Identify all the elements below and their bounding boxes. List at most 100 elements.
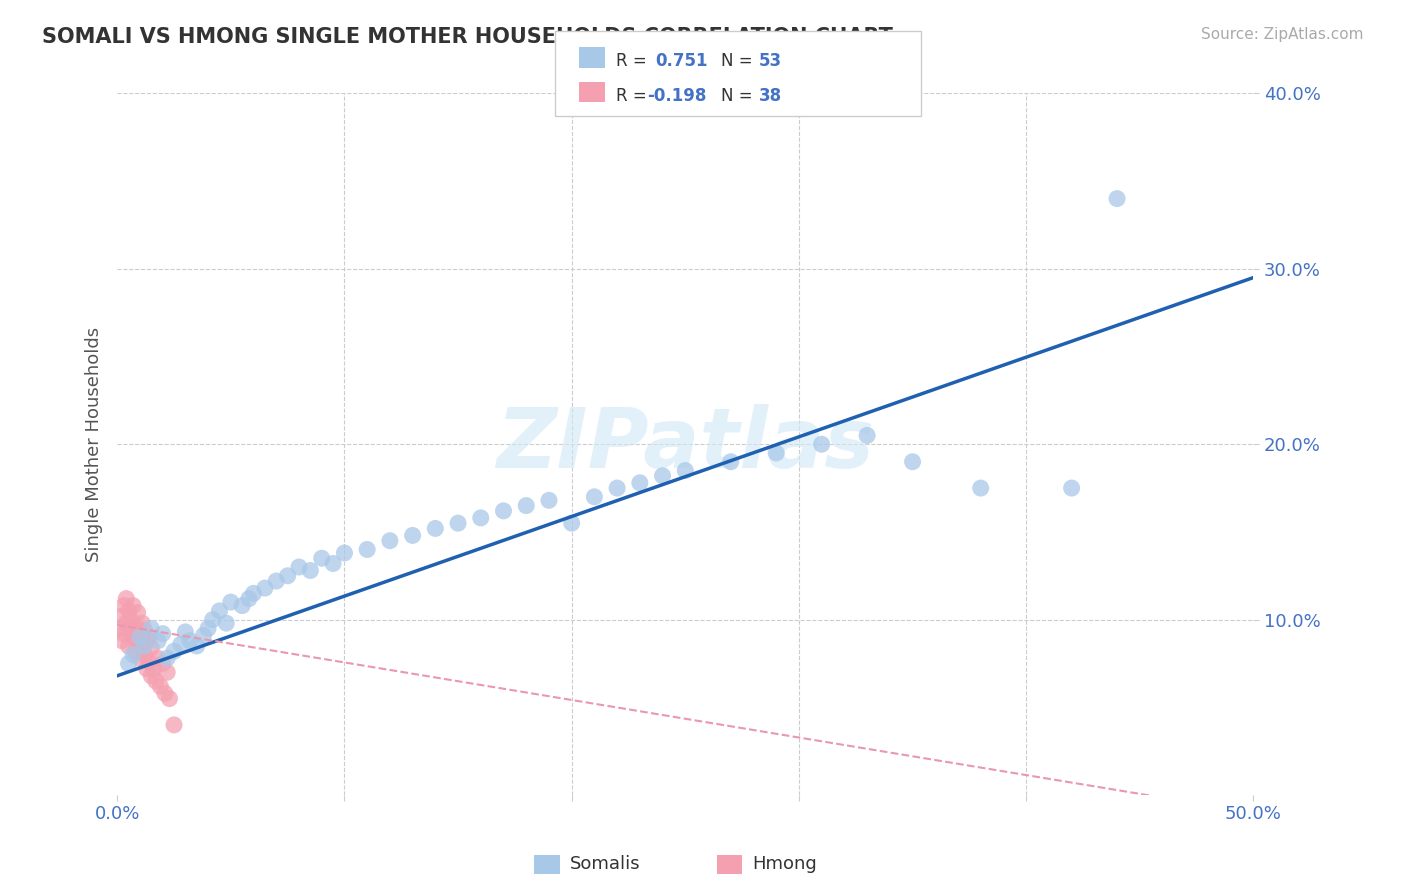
Text: Hmong: Hmong <box>752 855 817 873</box>
Point <box>127 633 149 648</box>
Point <box>970 481 993 495</box>
Point <box>111 609 134 624</box>
Point <box>141 621 163 635</box>
Point <box>299 564 322 578</box>
Point <box>134 639 156 653</box>
Point <box>138 655 160 669</box>
Text: 0.751: 0.751 <box>655 53 707 70</box>
Point <box>537 493 560 508</box>
Point <box>288 560 311 574</box>
Point <box>1060 481 1083 495</box>
Point <box>149 679 172 693</box>
Point <box>193 628 215 642</box>
Point <box>425 521 447 535</box>
Point <box>145 673 167 688</box>
Text: R =: R = <box>616 53 652 70</box>
Point <box>156 665 179 680</box>
Point <box>765 446 787 460</box>
Point <box>231 599 253 613</box>
Point <box>134 648 156 662</box>
Point <box>311 551 333 566</box>
Point <box>135 633 157 648</box>
Point <box>115 591 138 606</box>
Point <box>401 528 423 542</box>
Text: 53: 53 <box>759 53 782 70</box>
Point <box>856 428 879 442</box>
Point <box>135 662 157 676</box>
Point <box>146 651 169 665</box>
Point <box>208 604 231 618</box>
Point <box>628 475 651 490</box>
Point <box>153 686 176 700</box>
Point <box>673 463 696 477</box>
Point <box>163 644 186 658</box>
Text: R =: R = <box>616 87 652 105</box>
Text: SOMALI VS HMONG SINGLE MOTHER HOUSEHOLDS CORRELATION CHART: SOMALI VS HMONG SINGLE MOTHER HOUSEHOLDS… <box>42 27 893 46</box>
Point <box>115 616 138 631</box>
Point <box>122 599 145 613</box>
Point <box>131 616 153 631</box>
Point <box>117 604 139 618</box>
Point <box>201 613 224 627</box>
Point <box>129 651 152 665</box>
Point <box>122 630 145 644</box>
Point <box>120 613 142 627</box>
Point <box>152 626 174 640</box>
Point <box>447 516 470 530</box>
Point <box>197 621 219 635</box>
Point <box>583 490 606 504</box>
Point <box>138 630 160 644</box>
Point <box>253 581 276 595</box>
Point <box>112 599 135 613</box>
Y-axis label: Single Mother Households: Single Mother Households <box>86 326 103 562</box>
Point <box>112 626 135 640</box>
Point <box>242 586 264 600</box>
Point <box>219 595 242 609</box>
Point <box>561 516 583 530</box>
Text: N =: N = <box>721 87 758 105</box>
Point <box>264 574 287 588</box>
Point <box>141 669 163 683</box>
Text: N =: N = <box>721 53 758 70</box>
Text: ZIPatlas: ZIPatlas <box>496 404 875 484</box>
Point <box>238 591 260 606</box>
Text: 38: 38 <box>759 87 782 105</box>
Point <box>117 657 139 671</box>
Point <box>156 651 179 665</box>
Point <box>152 657 174 671</box>
Point <box>124 644 146 658</box>
Point <box>901 455 924 469</box>
Point <box>122 648 145 662</box>
Point <box>470 511 492 525</box>
Point <box>333 546 356 560</box>
Point <box>108 621 131 635</box>
Point <box>120 621 142 635</box>
Point <box>127 606 149 620</box>
Point <box>146 633 169 648</box>
Point <box>129 630 152 644</box>
Point <box>134 623 156 637</box>
Text: Source: ZipAtlas.com: Source: ZipAtlas.com <box>1201 27 1364 42</box>
Point <box>606 481 628 495</box>
Point <box>163 718 186 732</box>
Point <box>186 639 208 653</box>
Point <box>515 499 537 513</box>
Point <box>651 468 673 483</box>
Point <box>174 624 197 639</box>
Point <box>492 504 515 518</box>
Point <box>378 533 401 548</box>
Point <box>111 633 134 648</box>
Point <box>141 640 163 655</box>
Point <box>124 620 146 634</box>
Point <box>129 626 152 640</box>
Point <box>215 616 238 631</box>
Point <box>142 662 165 676</box>
Text: -0.198: -0.198 <box>647 87 706 105</box>
Point <box>810 437 832 451</box>
Point <box>720 455 742 469</box>
Point <box>159 691 181 706</box>
Point <box>179 633 201 648</box>
Point <box>356 542 378 557</box>
Point <box>277 568 299 582</box>
Point <box>1105 192 1128 206</box>
